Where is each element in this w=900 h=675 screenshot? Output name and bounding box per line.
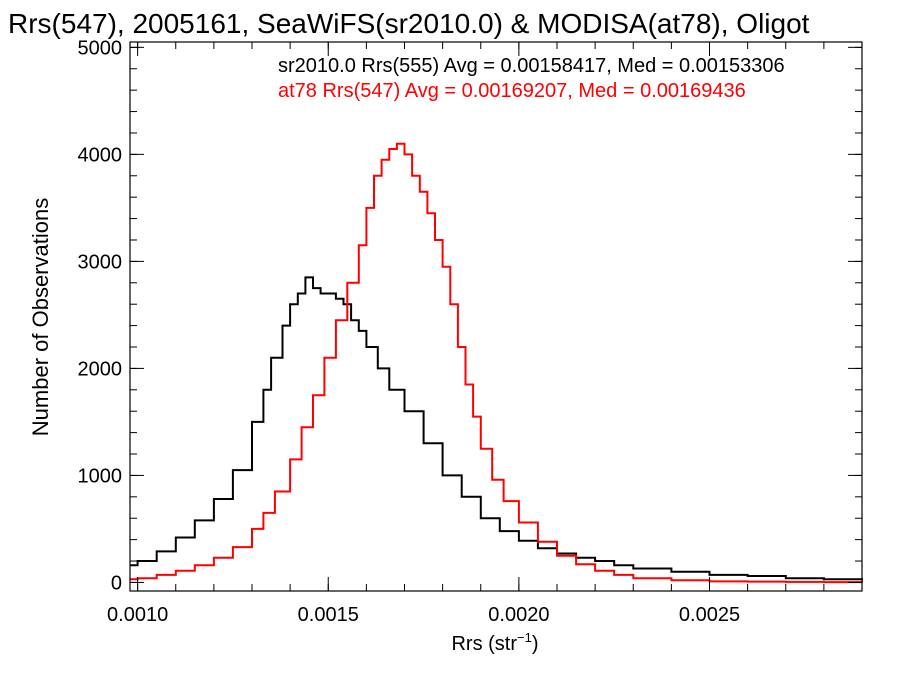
y-tick-label: 0: [111, 572, 122, 594]
plot-area: 0.0010 0.0015 0.0020 0.0025 0 1000 2000 3000 400…: [78, 37, 863, 626]
x-tick-label: 0.0025: [679, 604, 740, 626]
series-line-0: [130, 276, 863, 581]
plot-frame: [129, 41, 863, 592]
y-tick-label: 2000: [78, 358, 123, 380]
legend-entry-0: sr2010.0 Rrs(555) Avg = 0.00158417, Med …: [278, 55, 785, 77]
x-tick-label: 0.0020: [488, 604, 549, 626]
series-line-1: [130, 142, 863, 584]
x-tick-label: 0.0015: [298, 604, 359, 626]
legend: sr2010.0 Rrs(555) Avg = 0.00158417, Med …: [278, 55, 785, 102]
chart-title: Rrs(547), 2005161, SeaWiFS(sr2010.0) & M…: [8, 8, 810, 39]
legend-entry-1: at78 Rrs(547) Avg = 0.00169207, Med = 0.…: [278, 80, 746, 102]
x-tick-label: 0.0010: [107, 604, 168, 626]
x-axis-label: Rrs (str−1): [451, 630, 538, 655]
y-tick-label: 4000: [78, 144, 123, 166]
y-tick-label: 1000: [78, 465, 123, 487]
y-tick-label: 3000: [78, 251, 123, 273]
y-tick-label: 5000: [78, 37, 123, 59]
y-axis-label: Number of Observations: [28, 198, 53, 436]
